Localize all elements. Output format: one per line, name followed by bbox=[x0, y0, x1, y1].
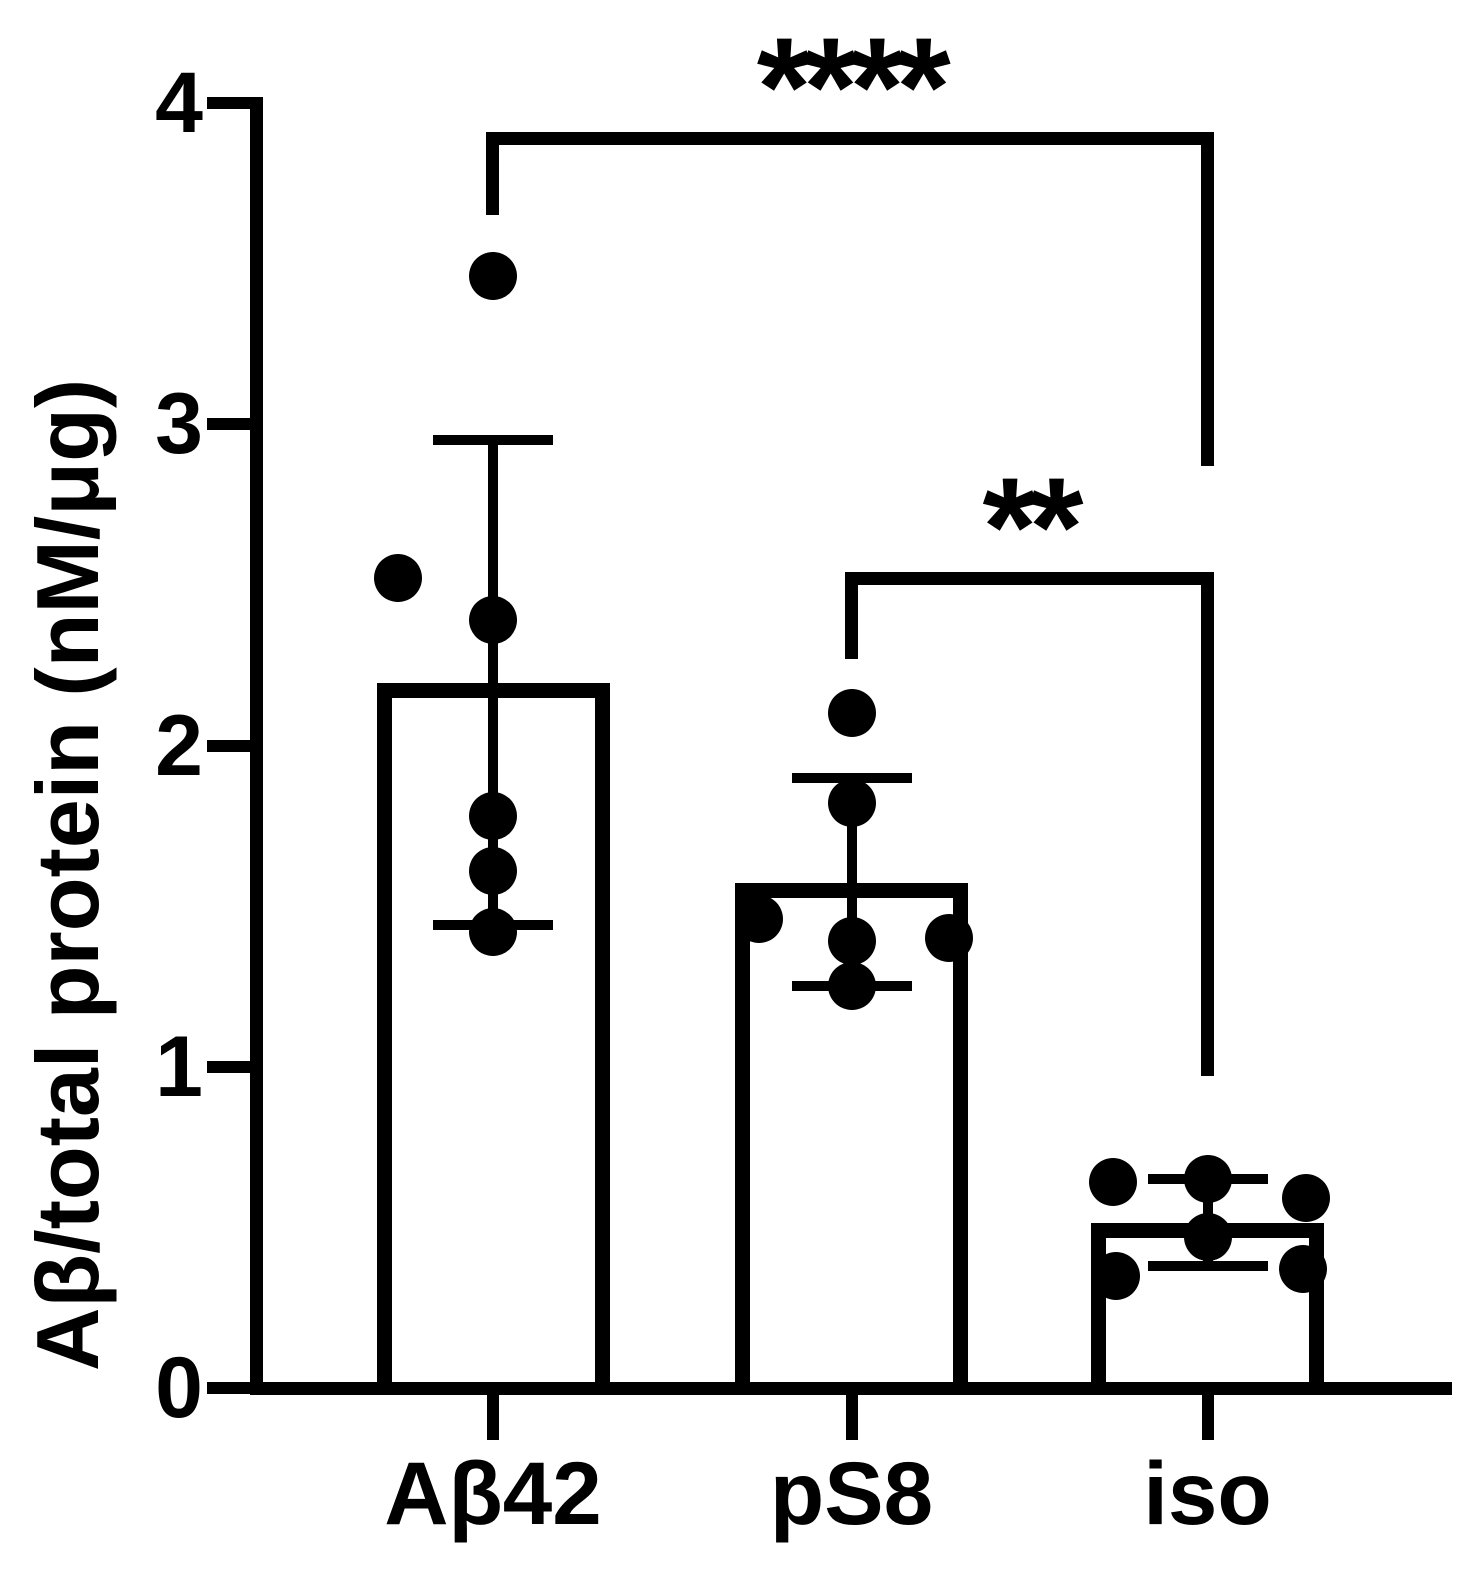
sig-bracket-top bbox=[844, 571, 1214, 585]
y-tick bbox=[207, 97, 250, 109]
data-point bbox=[469, 792, 517, 841]
x-tick-label-iso: iso bbox=[1143, 1443, 1272, 1543]
data-point bbox=[827, 962, 876, 1011]
data-point bbox=[1088, 1158, 1137, 1207]
y-tick-label: 0 bbox=[155, 1340, 203, 1436]
sig-bracket-right-drop bbox=[1200, 571, 1214, 1077]
x-tick bbox=[845, 1395, 858, 1440]
data-point bbox=[469, 846, 517, 895]
x-tick bbox=[1201, 1395, 1214, 1440]
data-point bbox=[827, 917, 876, 966]
sig-stars: **** bbox=[756, 8, 951, 166]
sig-stars: ** bbox=[982, 448, 1084, 606]
error-bar-line bbox=[488, 440, 498, 926]
y-tick bbox=[207, 739, 250, 752]
y-tick-label: 2 bbox=[155, 697, 203, 794]
error-bar-cap-bottom bbox=[1147, 1260, 1268, 1271]
sig-bracket-top bbox=[486, 131, 1214, 145]
y-tick-label: 3 bbox=[155, 376, 203, 473]
data-point bbox=[1091, 1251, 1140, 1300]
data-point bbox=[469, 252, 517, 301]
data-point bbox=[1281, 1174, 1330, 1223]
x-tick bbox=[487, 1395, 499, 1440]
x-tick-label-a42: Aβ42 bbox=[384, 1443, 602, 1543]
data-point bbox=[469, 907, 517, 956]
y-axis-line bbox=[250, 97, 263, 1395]
data-point bbox=[827, 779, 876, 828]
y-tick bbox=[207, 1382, 250, 1394]
y-axis-title: Aβ/total protein (nM/μg) bbox=[18, 378, 117, 1372]
y-tick bbox=[207, 1060, 250, 1073]
data-point bbox=[924, 914, 973, 963]
error-bar-cap-top bbox=[433, 435, 553, 446]
data-point bbox=[827, 689, 876, 738]
data-point bbox=[1183, 1213, 1232, 1261]
y-tick-label: 1 bbox=[155, 1018, 203, 1115]
data-point bbox=[374, 554, 422, 603]
data-point bbox=[1278, 1245, 1327, 1294]
data-point bbox=[469, 596, 517, 645]
y-tick bbox=[207, 418, 250, 431]
data-point bbox=[1183, 1155, 1232, 1204]
sig-bracket-left-drop bbox=[486, 131, 499, 216]
error-bar-line bbox=[846, 777, 857, 987]
error-bar-cap-top bbox=[791, 772, 912, 783]
sig-bracket-left-drop bbox=[844, 571, 858, 659]
x-axis-line bbox=[250, 1382, 1452, 1395]
sig-bracket-right-drop bbox=[1200, 131, 1214, 466]
x-tick-label-ps8: pS8 bbox=[769, 1443, 934, 1543]
y-tick-label: 4 bbox=[155, 55, 203, 151]
data-point bbox=[734, 894, 783, 943]
